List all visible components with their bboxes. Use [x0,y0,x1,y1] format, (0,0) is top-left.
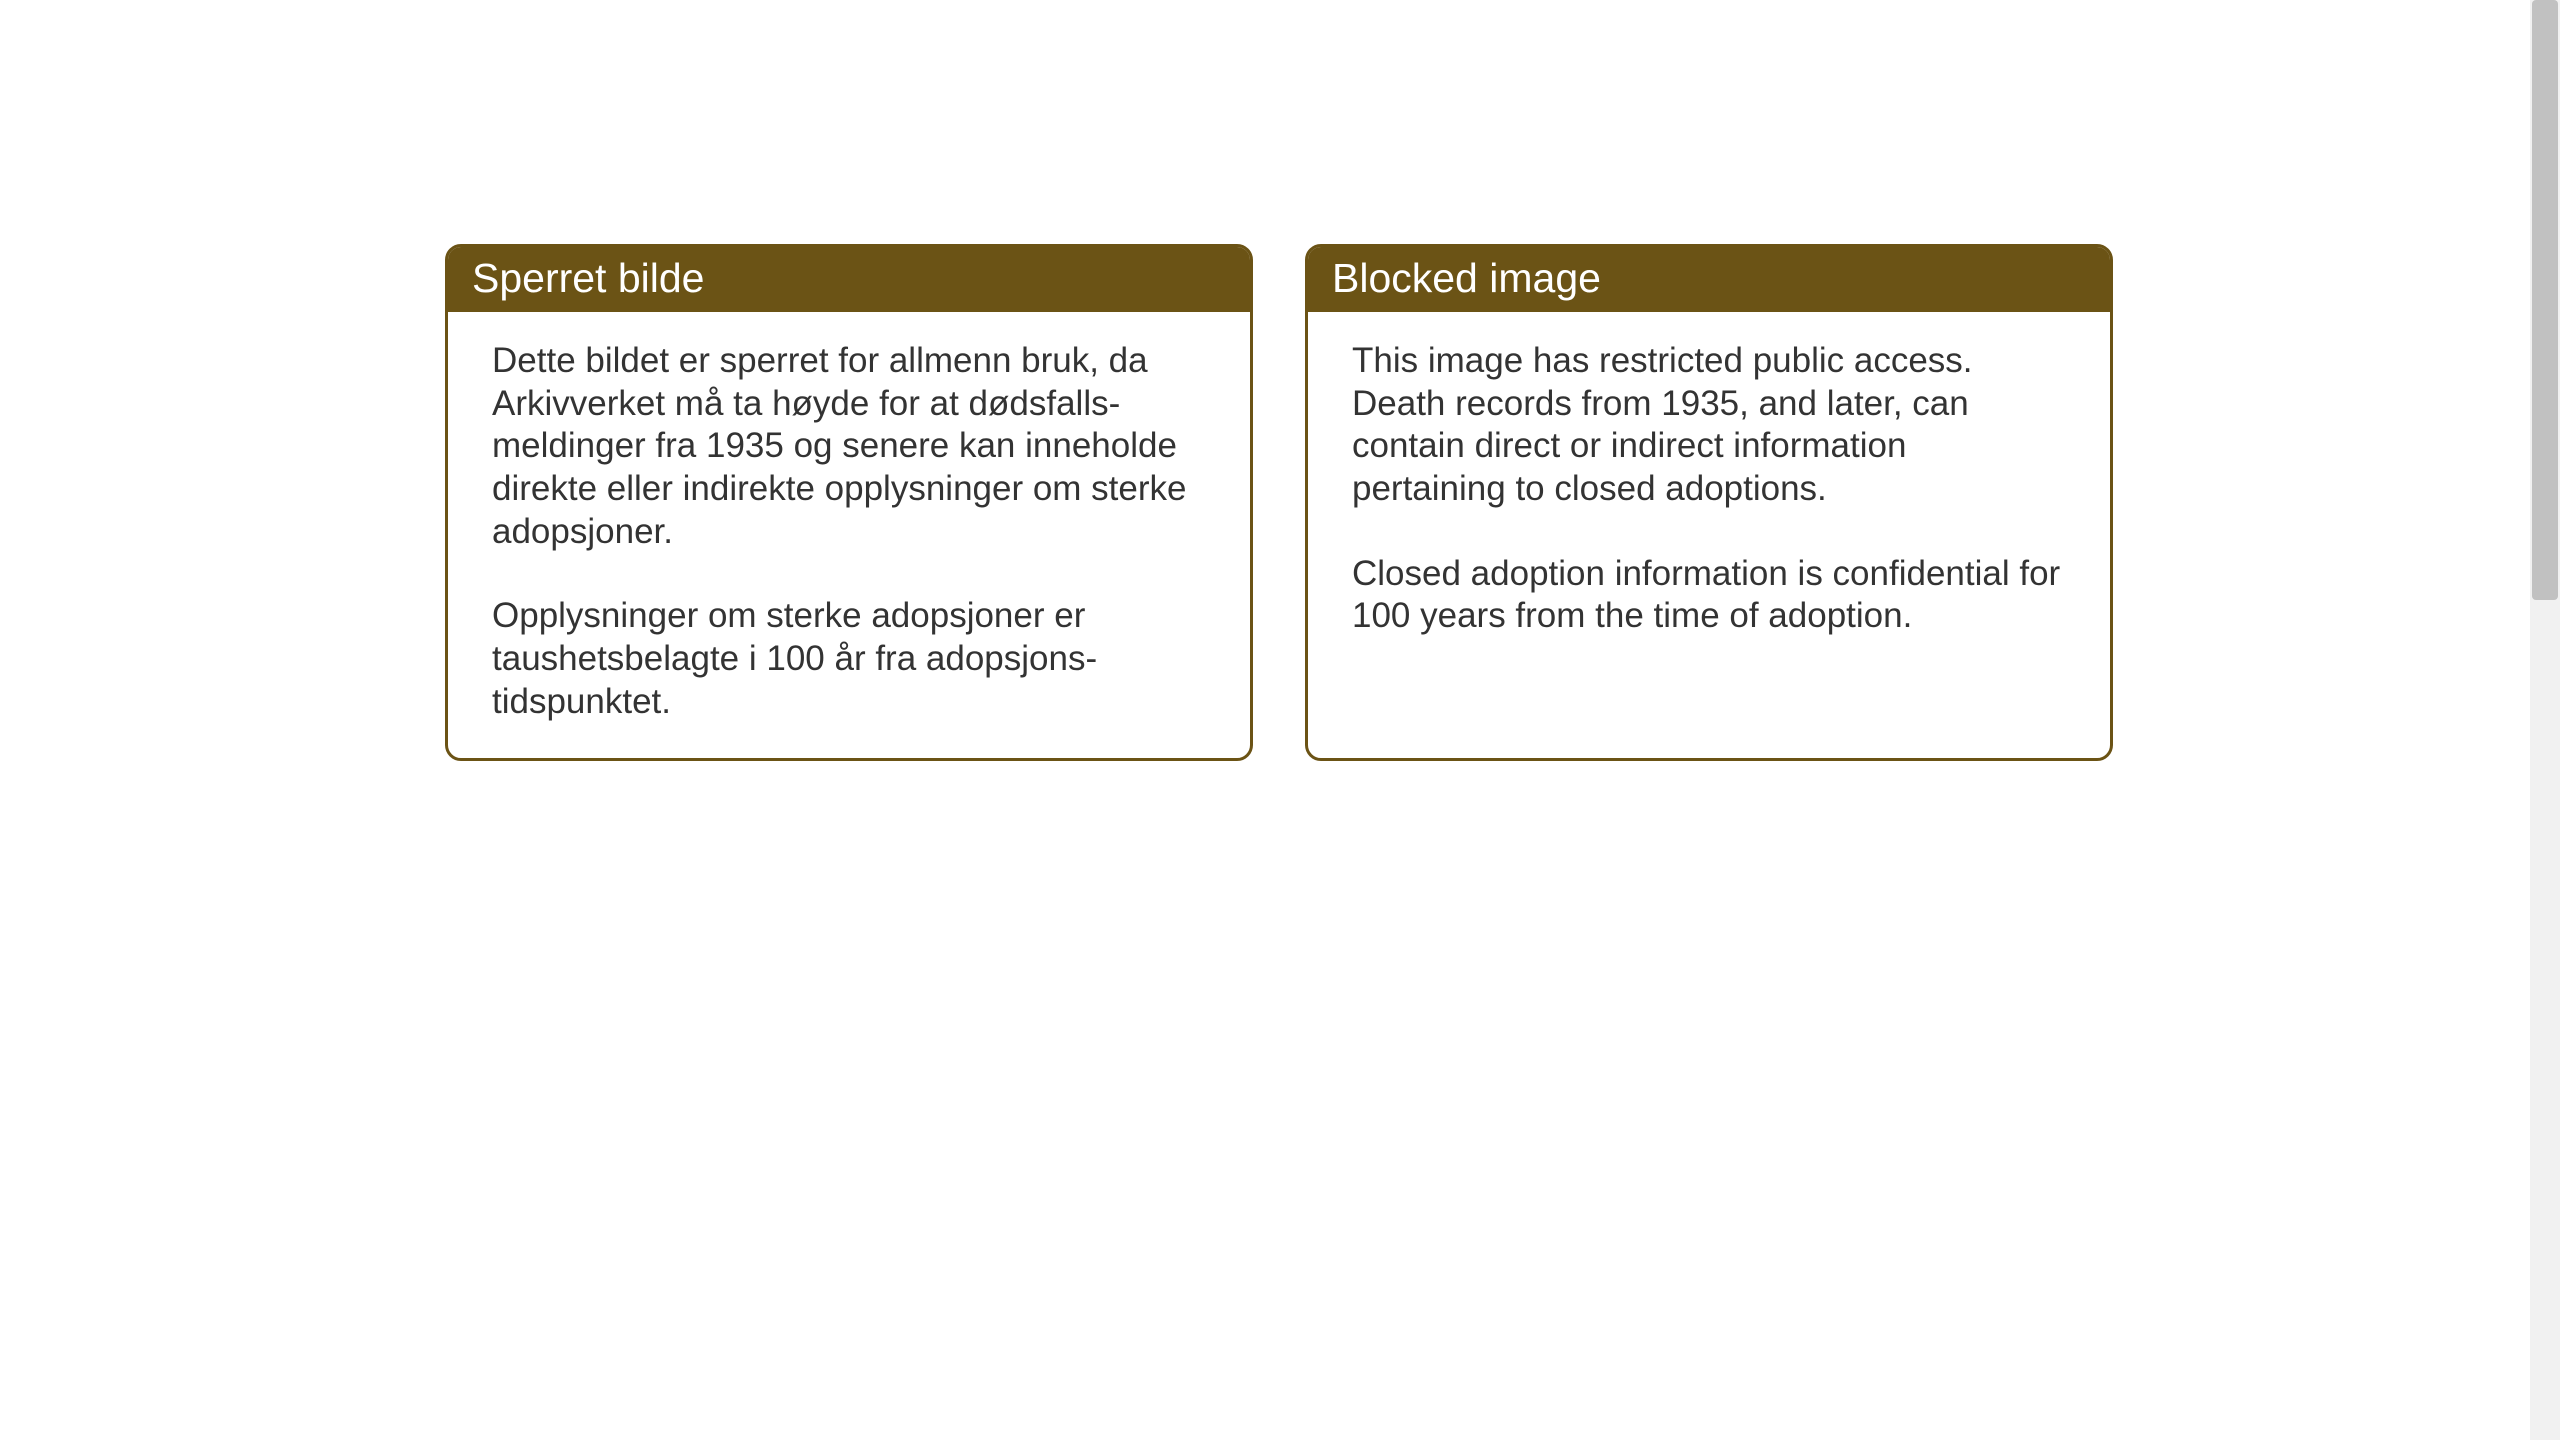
card-paragraph: Opplysninger om sterke adopsjoner er tau… [492,595,1206,723]
notice-card-english: Blocked image This image has restricted … [1305,244,2113,761]
notice-card-norwegian: Sperret bilde Dette bildet er sperret fo… [445,244,1253,761]
card-paragraph: Closed adoption information is confident… [1352,553,2066,638]
card-paragraph: This image has restricted public access.… [1352,340,2066,511]
vertical-scrollbar-thumb[interactable] [2532,0,2558,600]
vertical-scrollbar-track[interactable] [2530,0,2560,1440]
card-body-english: This image has restricted public access.… [1308,312,2110,742]
card-title-english: Blocked image [1308,247,2110,312]
card-title-norwegian: Sperret bilde [448,247,1250,312]
notice-container: Sperret bilde Dette bildet er sperret fo… [445,244,2113,761]
card-body-norwegian: Dette bildet er sperret for allmenn bruk… [448,312,1250,758]
card-paragraph: Dette bildet er sperret for allmenn bruk… [492,340,1206,553]
